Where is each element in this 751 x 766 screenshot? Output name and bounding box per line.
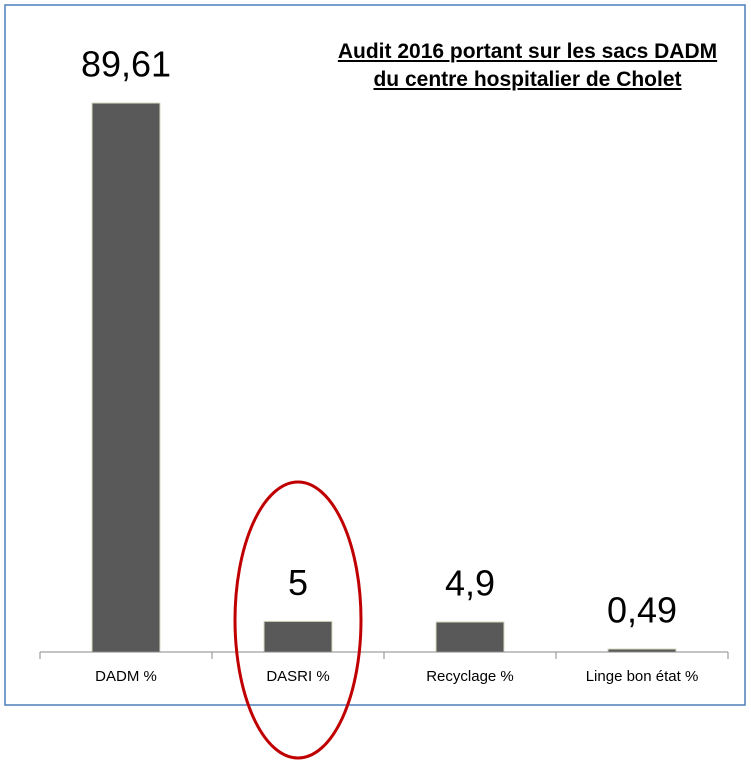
highlight-ellipse [233,480,363,760]
x-tick-label: DADM % [95,668,157,685]
value-label: 4,9 [445,562,495,603]
x-tick-label: Recyclage % [426,668,514,685]
x-tick-label: DASRI % [266,668,329,685]
x-tick-label: Linge bon état % [586,668,699,685]
chart-title: Audit 2016 portant sur les sacs DADM du … [337,40,718,91]
bar [91,102,161,653]
value-label: 5 [288,562,308,603]
chart-frame [4,4,746,706]
bar [435,621,505,653]
value-label: 89,61 [81,44,171,85]
bar [263,620,333,653]
value-label: 0,49 [607,590,677,631]
